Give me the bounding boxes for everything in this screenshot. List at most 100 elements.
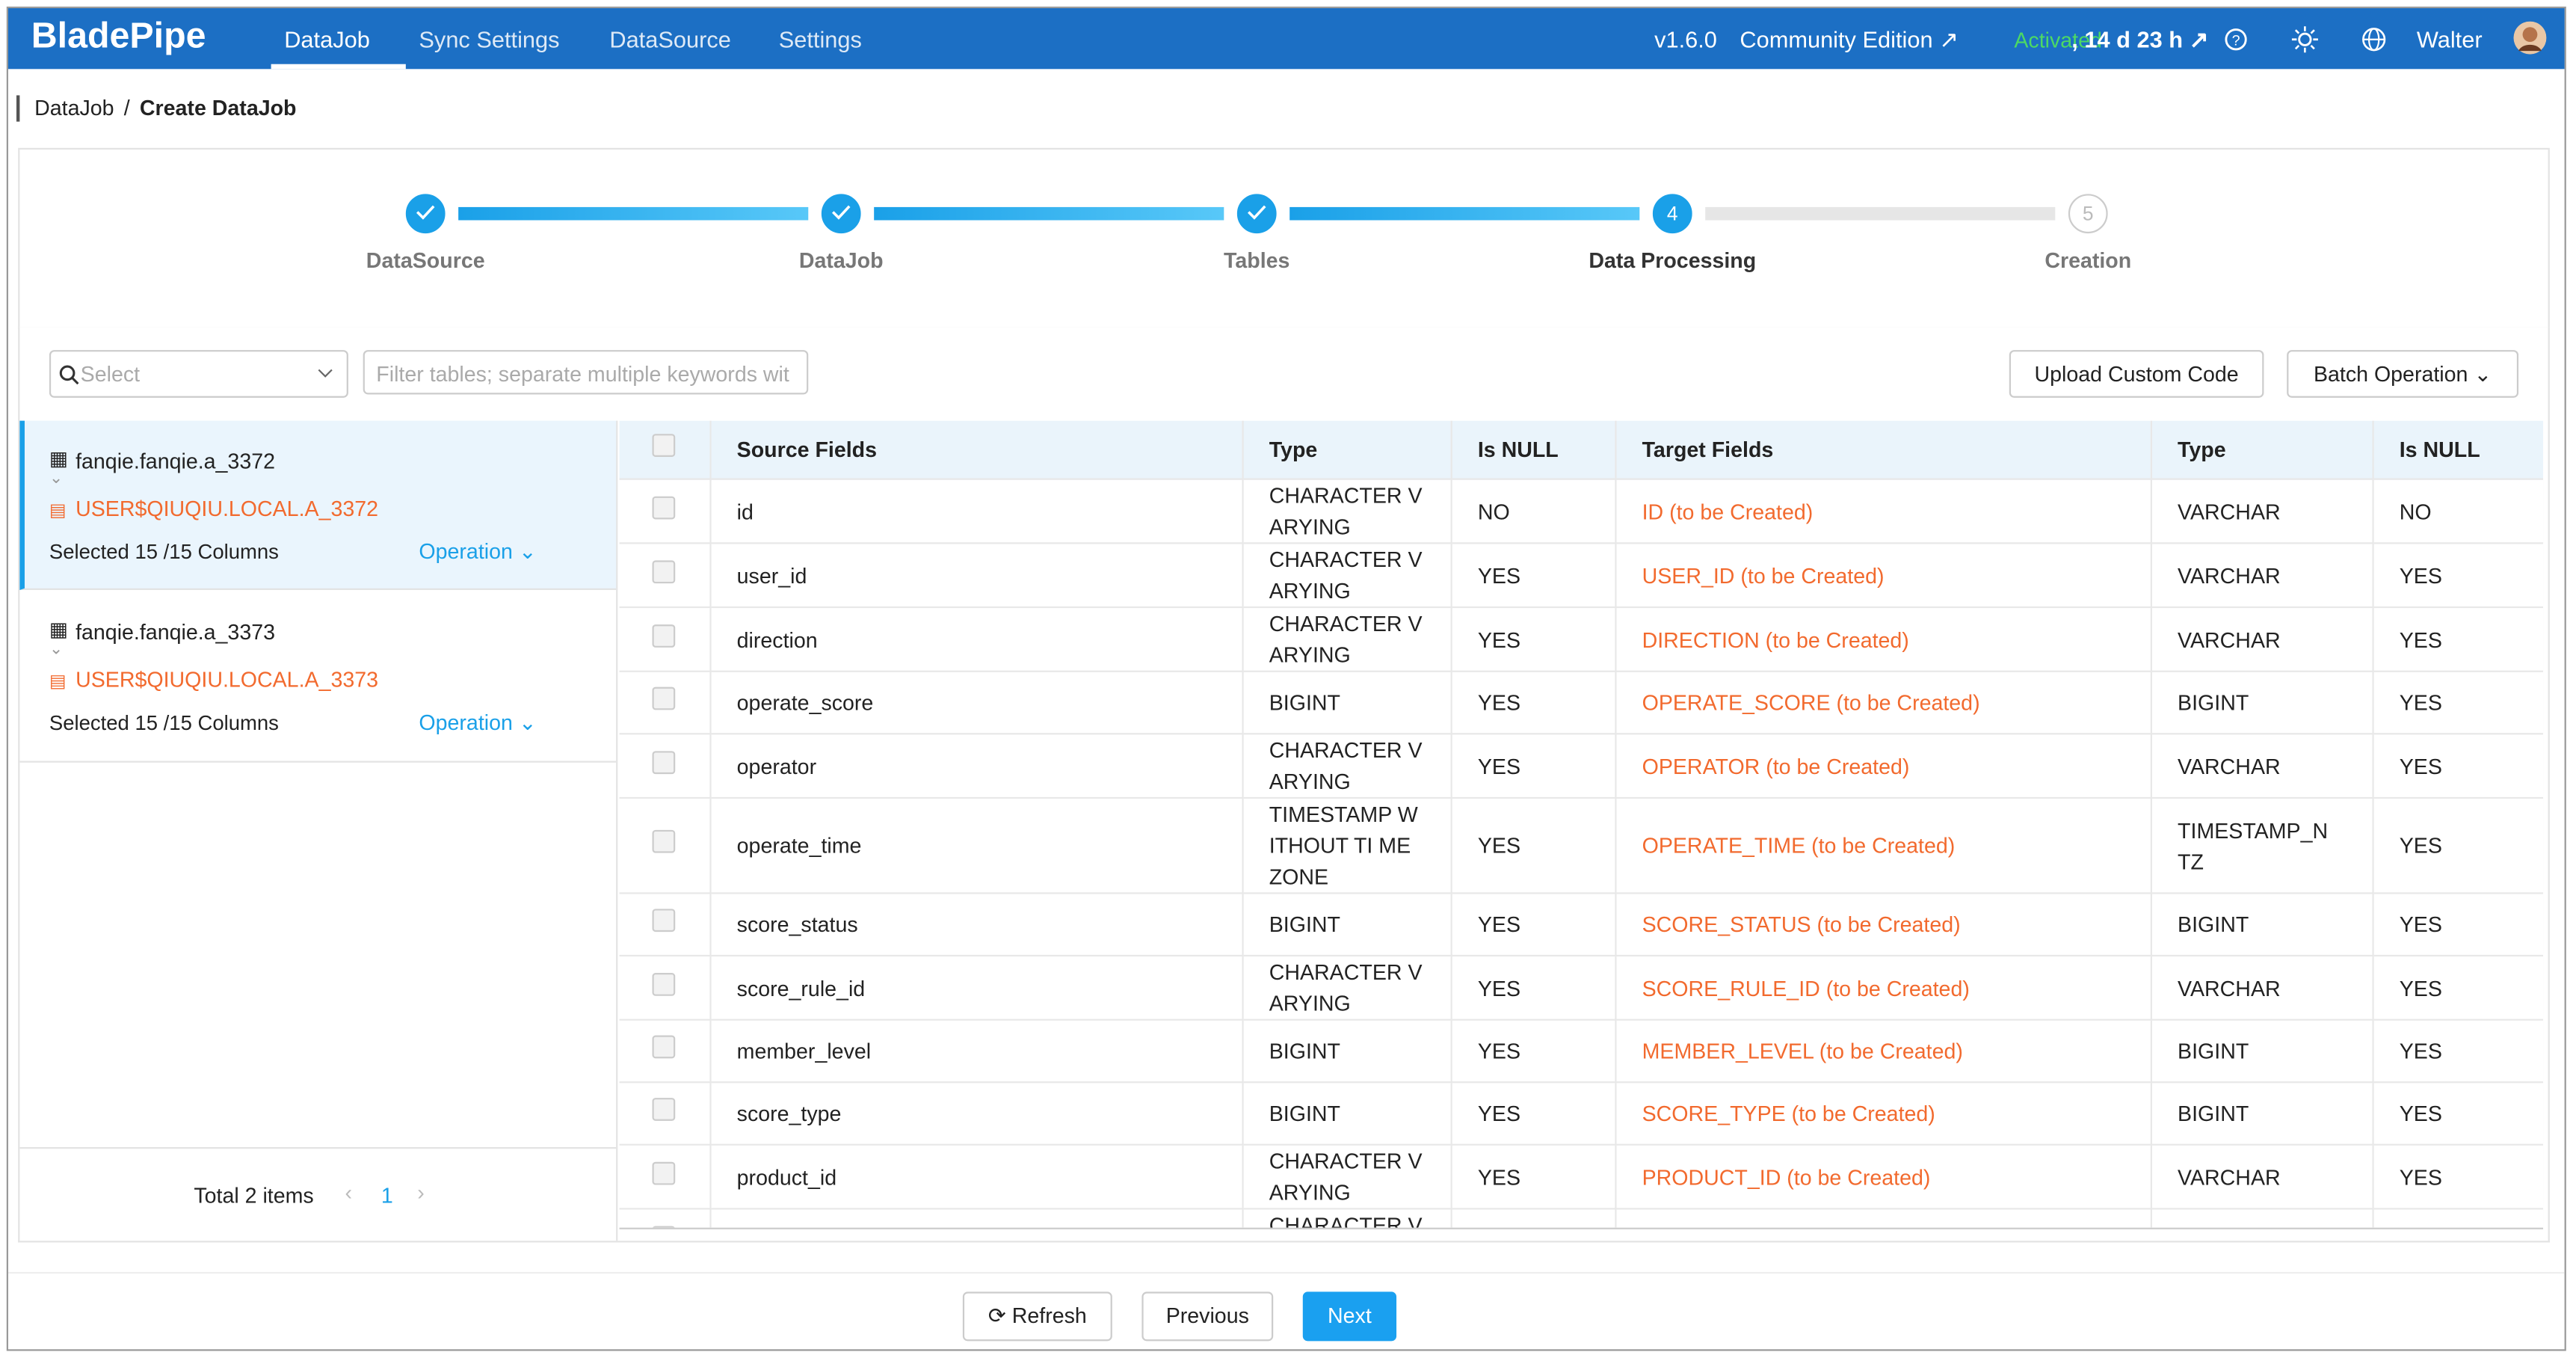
search-icon bbox=[59, 365, 79, 385]
avatar[interactable] bbox=[2513, 21, 2547, 55]
step-circle bbox=[821, 194, 861, 234]
row-checkbox[interactable] bbox=[619, 1019, 711, 1084]
remaining[interactable]: , 14 d 23 h ↗ bbox=[2071, 26, 2209, 53]
cell: REMARK (to be Created) bbox=[1615, 1208, 2151, 1228]
nav-item[interactable]: Settings bbox=[778, 26, 862, 53]
page[interactable]: 1 bbox=[380, 1183, 393, 1208]
table-item[interactable]: ▦ fanqie.fanqie.a_3373 ⌄ ▤ USER$QIUQIU.LOCAL… bbox=[19, 592, 617, 763]
checkbox[interactable] bbox=[652, 909, 676, 933]
select-placeholder: Select bbox=[80, 361, 141, 387]
selected-count: Selected 15 /15 Columns bbox=[49, 711, 279, 735]
row: user_id CHARACTER VARYING YES USER_ID (to b… bbox=[619, 543, 2544, 609]
cell: score_status bbox=[709, 893, 1243, 957]
checkbox[interactable] bbox=[652, 559, 676, 583]
header-checkbox[interactable] bbox=[619, 420, 711, 480]
nav-item[interactable]: Sync Settings bbox=[419, 26, 560, 53]
cell: CHARACTER VARYING bbox=[1242, 479, 1452, 544]
checkbox[interactable] bbox=[652, 434, 676, 457]
batch-label: Batch Operation bbox=[2313, 361, 2468, 387]
check bbox=[1248, 205, 1266, 220]
top-nav: BladePipe v1.6.0 Community Edition ↗ Act… bbox=[7, 7, 2565, 70]
prev-page[interactable]: ‹ bbox=[345, 1179, 353, 1205]
header-cell: Source Fields bbox=[709, 420, 1243, 480]
checkbox[interactable] bbox=[652, 624, 676, 647]
theme-icon[interactable] bbox=[2291, 26, 2318, 53]
cell: OPERATE_SCORE (to be Created) bbox=[1615, 671, 2151, 735]
next-button[interactable]: Next bbox=[1302, 1291, 1397, 1342]
cell: VARCHAR bbox=[2150, 607, 2373, 672]
row-checkbox[interactable] bbox=[619, 607, 711, 672]
cell: BIGINT bbox=[2150, 671, 2373, 735]
row-checkbox[interactable] bbox=[619, 671, 711, 735]
logo[interactable]: BladePipe bbox=[31, 14, 206, 56]
check bbox=[416, 205, 435, 220]
row-checkbox[interactable] bbox=[619, 734, 711, 799]
step-label: DataJob bbox=[798, 248, 884, 273]
header-cell: Type bbox=[2150, 420, 2373, 480]
cell: BIGINT bbox=[2150, 1019, 2373, 1084]
nav-item[interactable]: DataSource bbox=[609, 26, 731, 53]
cell: YES bbox=[1450, 1082, 1616, 1146]
edition[interactable]: Community Edition ↗ bbox=[1740, 26, 1959, 53]
total: Total 2 items bbox=[194, 1183, 314, 1208]
cell: YES bbox=[1450, 955, 1616, 1021]
previous-button[interactable]: Previous bbox=[1141, 1291, 1274, 1342]
row-checkbox[interactable] bbox=[619, 1208, 711, 1228]
checkbox[interactable] bbox=[652, 1225, 676, 1228]
row-checkbox[interactable] bbox=[619, 1144, 711, 1210]
nav-item[interactable]: DataJob bbox=[284, 26, 370, 53]
operation[interactable]: Operation ⌄ bbox=[419, 710, 537, 735]
upload-button[interactable]: Upload Custom Code bbox=[2009, 350, 2264, 398]
nav-active-bar bbox=[271, 64, 406, 70]
cell: BIGINT bbox=[1242, 671, 1452, 735]
cell: TIMESTAMP_N TZ bbox=[2150, 797, 2373, 894]
row: remarkCHARACTER VARYINGYESREMARK (to be … bbox=[619, 1208, 2544, 1228]
header-cell: Type bbox=[1242, 420, 1452, 480]
checkbox[interactable] bbox=[652, 750, 676, 774]
row: id CHARACTER VARYING NO ID (to be Created) V… bbox=[619, 479, 2544, 544]
row-checkbox[interactable] bbox=[619, 893, 711, 957]
cell: user_id bbox=[709, 543, 1243, 609]
user-name[interactable]: Walter bbox=[2416, 26, 2483, 53]
checkbox[interactable] bbox=[652, 971, 676, 995]
cell: CHARACTER VARYING bbox=[1242, 1208, 1452, 1228]
header-cell: Is NULL bbox=[2372, 420, 2544, 480]
row-checkbox[interactable] bbox=[619, 543, 711, 609]
pagination: Total 2 items ‹ 1 › bbox=[19, 1146, 617, 1242]
table-icon: ▦ bbox=[49, 618, 68, 642]
checkbox[interactable] bbox=[652, 1035, 676, 1059]
cell: YES bbox=[1450, 1208, 1616, 1228]
cell: product_id bbox=[709, 1144, 1243, 1210]
batch-button[interactable]: Batch Operation ⌄ bbox=[2287, 350, 2519, 398]
cell: YES bbox=[2372, 955, 2544, 1021]
checkbox[interactable] bbox=[652, 1161, 676, 1185]
cell: YES bbox=[2372, 671, 2544, 735]
help-icon[interactable]: ? bbox=[2222, 26, 2249, 52]
source-table: fanqie.fanqie.a_3372 bbox=[76, 448, 276, 473]
row: product_id CHARACTER VARYING YES PRODUCT_ID… bbox=[619, 1144, 2544, 1210]
step-label: Tables bbox=[1224, 248, 1290, 273]
checkbox[interactable] bbox=[652, 829, 676, 853]
row-checkbox[interactable] bbox=[619, 479, 711, 544]
breadcrumb-item[interactable]: DataJob bbox=[34, 95, 114, 120]
row-checkbox[interactable] bbox=[619, 797, 711, 894]
filter-input[interactable]: Filter tables; separate multiple keyword… bbox=[363, 350, 809, 395]
refresh-button[interactable]: ⟳ Refresh bbox=[962, 1291, 1112, 1342]
cell: DIRECTION (to be Created) bbox=[1615, 607, 2151, 672]
next-page[interactable]: › bbox=[417, 1179, 425, 1205]
checkbox[interactable] bbox=[652, 686, 676, 710]
language-icon[interactable] bbox=[2361, 26, 2387, 52]
checkbox[interactable] bbox=[652, 495, 676, 519]
row-checkbox[interactable] bbox=[619, 955, 711, 1021]
operation[interactable]: Operation ⌄ bbox=[419, 538, 537, 564]
cell: YES bbox=[1450, 734, 1616, 799]
operation-label: Operation bbox=[419, 710, 513, 735]
checkbox[interactable] bbox=[652, 1098, 676, 1121]
cell: YES bbox=[2372, 893, 2544, 957]
row-checkbox[interactable] bbox=[619, 1082, 711, 1146]
table-item[interactable]: ▦ fanqie.fanqie.a_3372 ⌄ ▤ USER$QIUQIU.LOCAL… bbox=[19, 420, 617, 590]
breadcrumb-item: Create DataJob bbox=[139, 95, 297, 120]
cell: score_rule_id bbox=[709, 955, 1243, 1021]
cell: BIGINT bbox=[1242, 1019, 1452, 1084]
select[interactable]: Select bbox=[49, 350, 348, 398]
